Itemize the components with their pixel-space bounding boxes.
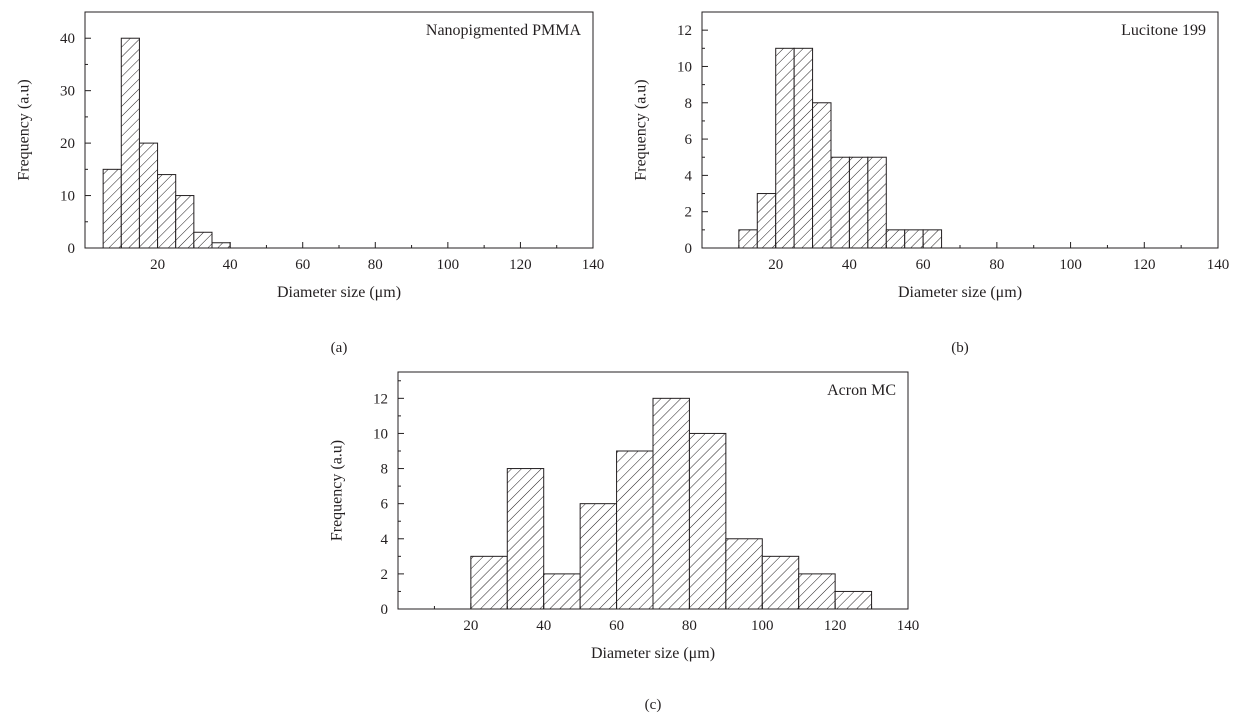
x-tick-label: 120 bbox=[509, 257, 532, 273]
histogram-bar bbox=[830, 156, 850, 249]
y-tick-label: 20 bbox=[60, 136, 75, 152]
y-tick-label: 2 bbox=[381, 567, 389, 583]
histogram-bar bbox=[848, 156, 869, 249]
x-tick-label: 40 bbox=[223, 257, 238, 273]
y-tick-label: 12 bbox=[373, 391, 388, 407]
y-tick-label: 30 bbox=[60, 84, 75, 100]
x-tick-label: 20 bbox=[768, 257, 783, 273]
y-tick-label: 6 bbox=[685, 132, 693, 148]
histogram-bar bbox=[175, 195, 195, 249]
histogram-bar bbox=[761, 555, 800, 610]
histogram-bar bbox=[211, 242, 231, 249]
panel-caption: (c) bbox=[645, 697, 662, 713]
histogram-bar bbox=[193, 231, 213, 249]
panel-caption: (a) bbox=[331, 340, 348, 356]
histogram-bar bbox=[793, 47, 814, 249]
y-tick-label: 0 bbox=[68, 241, 76, 257]
histogram-bar bbox=[775, 47, 795, 249]
x-tick-label: 20 bbox=[463, 618, 478, 634]
axis-ticks: 20 40 60 80 100 120 140 0 2 4 6 8 10 12 bbox=[373, 380, 920, 634]
x-tick-label: 60 bbox=[295, 257, 310, 273]
y-tick-label: 12 bbox=[677, 23, 692, 39]
histogram-bar bbox=[812, 102, 832, 249]
y-axis-title: Frequency (a.u) bbox=[329, 440, 346, 541]
x-tick-label: 60 bbox=[916, 257, 931, 273]
x-tick-label: 80 bbox=[682, 618, 697, 634]
bars bbox=[102, 37, 231, 249]
histogram-bar bbox=[652, 397, 690, 610]
histogram-bar bbox=[798, 573, 836, 610]
histogram-bar bbox=[738, 229, 758, 249]
x-tick-label: 40 bbox=[842, 257, 857, 273]
bars bbox=[738, 47, 943, 249]
histogram-bar bbox=[138, 142, 159, 249]
y-tick-label: 8 bbox=[685, 96, 693, 112]
panel-caption: (b) bbox=[951, 340, 969, 356]
histogram-bar bbox=[725, 538, 763, 610]
x-tick-label: 140 bbox=[897, 618, 920, 634]
histogram-bar bbox=[885, 229, 906, 249]
histogram-bar bbox=[616, 450, 654, 610]
y-tick-label: 10 bbox=[60, 189, 75, 205]
y-tick-label: 8 bbox=[381, 462, 389, 478]
x-tick-label: 80 bbox=[368, 257, 383, 273]
y-tick-label: 40 bbox=[60, 31, 75, 47]
x-tick-label: 80 bbox=[989, 257, 1004, 273]
histogram-bar bbox=[688, 432, 727, 610]
panel-title: Nanopigmented PMMA bbox=[426, 22, 582, 39]
histogram-bar bbox=[904, 229, 924, 249]
y-axis-title: Frequency (a.u) bbox=[16, 79, 33, 180]
panel-title: Lucitone 199 bbox=[1121, 22, 1206, 39]
bars bbox=[470, 397, 873, 610]
histogram-bar bbox=[867, 156, 887, 249]
y-tick-label: 0 bbox=[381, 602, 389, 618]
histogram-bar bbox=[579, 503, 618, 610]
panel-title: Acron MC bbox=[827, 382, 896, 399]
histogram-bar bbox=[157, 174, 177, 249]
histogram-bar bbox=[834, 590, 873, 610]
x-tick-label: 140 bbox=[582, 257, 605, 273]
x-tick-label: 20 bbox=[150, 257, 165, 273]
x-tick-label: 120 bbox=[824, 618, 847, 634]
y-tick-label: 10 bbox=[677, 59, 692, 75]
axis-ticks: 20 40 60 80 100 120 140 0 2 4 6 8 10 12 bbox=[677, 11, 1230, 273]
x-tick-label: 60 bbox=[609, 618, 624, 634]
y-axis-title: Frequency (a.u) bbox=[633, 79, 650, 180]
histogram-bar bbox=[922, 229, 943, 249]
axis-ticks: 20 40 60 80 100 120 140 0 10 20 30 40 bbox=[60, 11, 605, 273]
x-axis-title: Diameter size (μm) bbox=[898, 284, 1022, 301]
x-tick-label: 100 bbox=[437, 257, 460, 273]
histogram-bar bbox=[756, 193, 777, 249]
x-axis-title: Diameter size (μm) bbox=[591, 645, 715, 662]
histogram-bar bbox=[120, 37, 140, 249]
y-tick-label: 2 bbox=[685, 205, 693, 221]
histogram-bar bbox=[543, 573, 581, 610]
x-tick-label: 120 bbox=[1133, 257, 1156, 273]
x-tick-label: 100 bbox=[1059, 257, 1082, 273]
y-tick-label: 0 bbox=[685, 241, 693, 257]
panel-acron-mc: 20 40 60 80 100 120 140 0 2 4 6 8 10 12 Acron MC Diam… bbox=[329, 371, 920, 713]
histogram-bar bbox=[470, 555, 508, 610]
x-tick-label: 40 bbox=[536, 618, 551, 634]
y-tick-label: 4 bbox=[685, 168, 693, 184]
x-tick-label: 100 bbox=[751, 618, 774, 634]
x-tick-label: 140 bbox=[1207, 257, 1230, 273]
y-tick-label: 10 bbox=[373, 426, 388, 442]
histogram-bar bbox=[102, 168, 122, 249]
histogram-bar bbox=[506, 468, 545, 610]
y-tick-label: 4 bbox=[381, 532, 389, 548]
panel-nanopigmented-pmma: 20 40 60 80 100 120 140 0 10 20 30 40 Nanopigmented… bbox=[16, 11, 605, 356]
x-axis-title: Diameter size (μm) bbox=[277, 284, 401, 301]
y-tick-label: 6 bbox=[381, 497, 389, 513]
